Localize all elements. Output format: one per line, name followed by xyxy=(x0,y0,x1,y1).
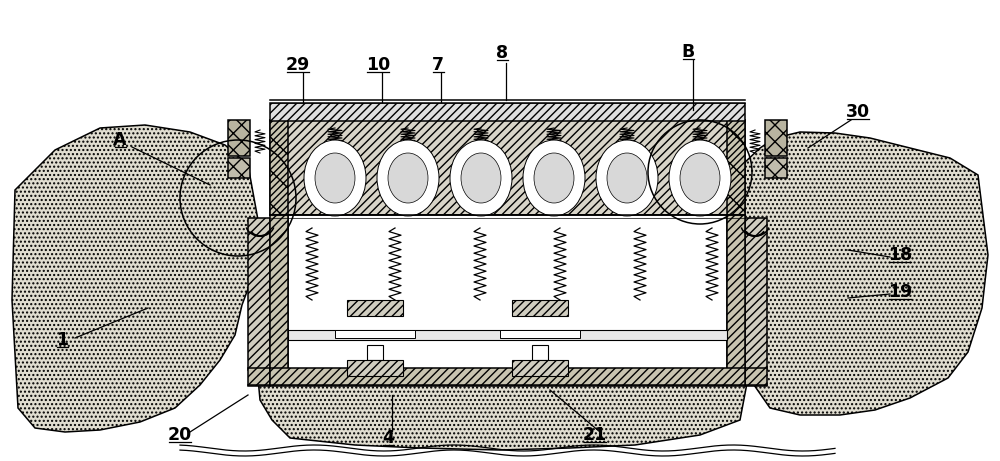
Bar xyxy=(270,215,288,372)
Text: 1: 1 xyxy=(56,331,68,349)
Text: 8: 8 xyxy=(496,44,508,62)
Bar xyxy=(248,218,270,370)
Bar xyxy=(512,360,568,376)
Bar xyxy=(727,215,745,372)
Text: A: A xyxy=(113,131,127,149)
Bar xyxy=(270,120,745,215)
Ellipse shape xyxy=(461,153,501,203)
Bar xyxy=(727,120,745,215)
Text: 19: 19 xyxy=(888,283,912,301)
Ellipse shape xyxy=(388,153,428,203)
Bar xyxy=(367,345,383,360)
Bar xyxy=(228,120,250,156)
Bar xyxy=(745,368,767,386)
Bar xyxy=(347,360,403,376)
Polygon shape xyxy=(12,125,258,432)
Bar xyxy=(288,330,727,340)
Bar xyxy=(745,218,767,370)
Bar xyxy=(335,330,415,338)
Bar xyxy=(228,158,250,178)
Text: 4: 4 xyxy=(382,429,394,447)
Ellipse shape xyxy=(523,140,585,216)
Ellipse shape xyxy=(669,140,731,216)
Text: 18: 18 xyxy=(888,246,912,264)
Bar xyxy=(270,368,745,386)
Bar xyxy=(512,300,568,316)
Text: 30: 30 xyxy=(846,103,870,121)
Text: B: B xyxy=(681,43,695,61)
Text: 10: 10 xyxy=(366,56,390,74)
Ellipse shape xyxy=(607,153,647,203)
Polygon shape xyxy=(742,132,988,415)
Bar xyxy=(500,330,580,338)
Bar xyxy=(347,300,403,316)
Text: 29: 29 xyxy=(286,56,310,74)
Bar xyxy=(532,345,548,360)
Bar xyxy=(270,120,288,215)
Text: 7: 7 xyxy=(432,56,444,74)
Text: 20: 20 xyxy=(168,426,192,444)
Ellipse shape xyxy=(534,153,574,203)
Bar xyxy=(288,215,727,372)
Bar xyxy=(270,103,745,121)
Ellipse shape xyxy=(315,153,355,203)
Ellipse shape xyxy=(596,140,658,216)
Ellipse shape xyxy=(680,153,720,203)
Polygon shape xyxy=(258,362,748,450)
Ellipse shape xyxy=(304,140,366,216)
Bar xyxy=(765,120,787,156)
Bar xyxy=(765,158,787,178)
Text: 21: 21 xyxy=(583,426,607,444)
Ellipse shape xyxy=(450,140,512,216)
Ellipse shape xyxy=(377,140,439,216)
Bar xyxy=(248,368,270,386)
